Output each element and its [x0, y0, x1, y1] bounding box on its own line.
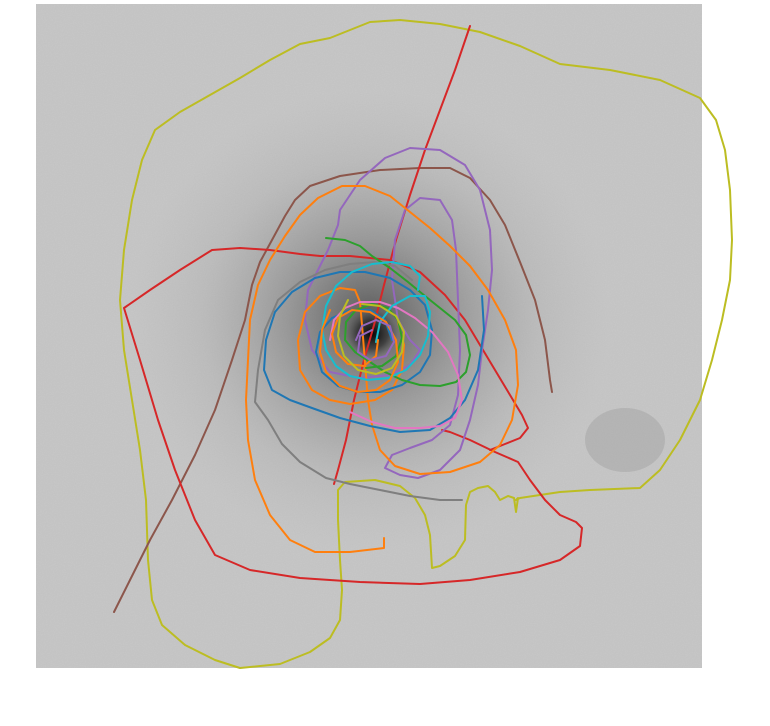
trajectory-core-yellow — [337, 299, 405, 375]
trajectory-brown — [113, 167, 553, 613]
trajectory-grey — [254, 261, 463, 501]
trajectory-olive — [119, 19, 733, 669]
trajectory-core-purple — [355, 319, 395, 361]
trajectory-orange — [245, 185, 519, 553]
trajectory-cyan — [321, 261, 431, 381]
trajectory-red — [123, 25, 583, 585]
trajectory-pink — [329, 301, 463, 429]
dark-spot-right — [585, 408, 665, 472]
trajectory-blue — [263, 271, 485, 433]
trajectory-purple — [304, 147, 493, 479]
